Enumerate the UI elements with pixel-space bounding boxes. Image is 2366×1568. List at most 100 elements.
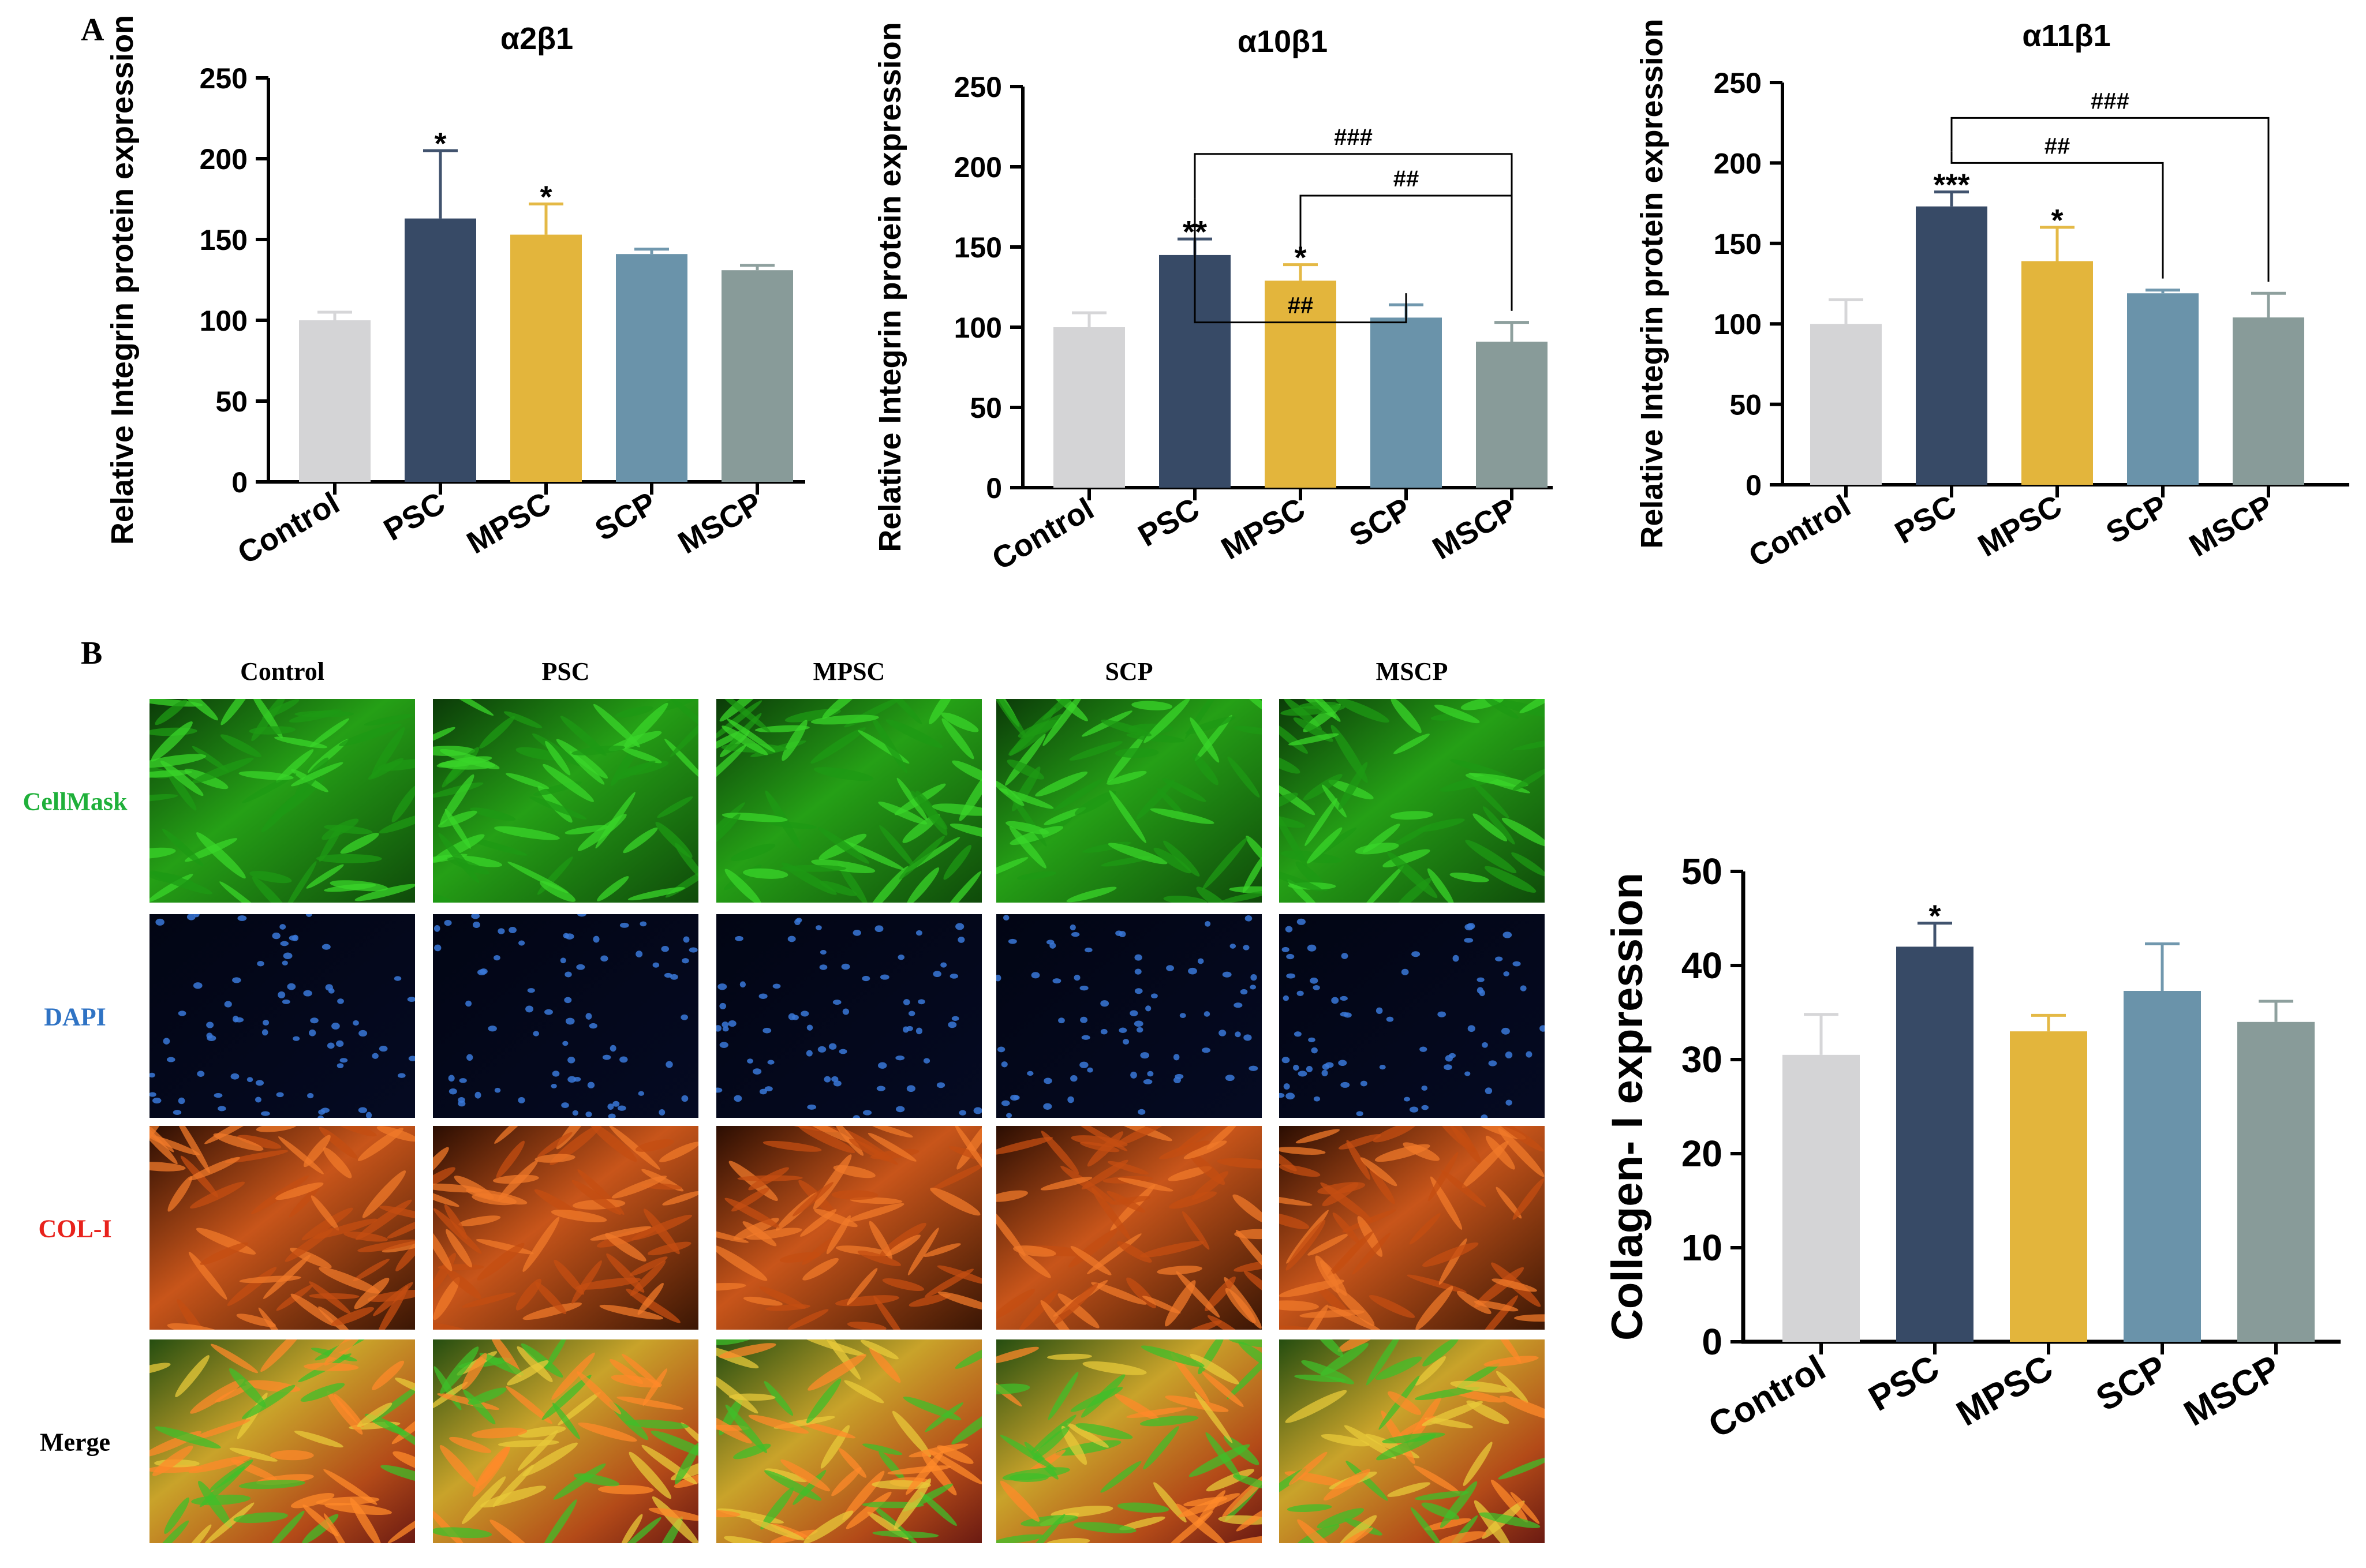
chart1-bar-control: [1053, 327, 1125, 488]
chart1-significance-mpsc: *: [1294, 241, 1306, 275]
chart0-x-label-control: Control: [232, 485, 345, 571]
chart2-bar-scp: [2127, 293, 2199, 485]
chart1-y-tick-label: 100: [954, 312, 1002, 344]
chart2-y-tick-label: 100: [1714, 308, 1762, 340]
chart0-x-label-scp: SCP: [589, 485, 662, 547]
integrin-a2b1-chart: α2β1 Relative Integrin protein expression…: [105, 15, 805, 571]
chart1-bar-scp: [1370, 317, 1442, 488]
chart2-y-tick-label: 250: [1714, 67, 1762, 99]
chart1-y-tick-label: 150: [954, 231, 1002, 264]
panel-a-label: A: [81, 12, 104, 48]
micrograph-row-label-cellmask: CellMask: [23, 788, 128, 816]
chart2-significance-mpsc: *: [2051, 203, 2063, 238]
micrograph-col-i-mpsc: [715, 1125, 983, 1331]
chart2-title: α11β1: [2022, 18, 2110, 53]
chart2-bar-mpsc: [2021, 261, 2093, 485]
chart2-x-label-scp: SCP: [2100, 488, 2173, 550]
chart3-bar-mscp: [2237, 1021, 2315, 1342]
micrograph-dapi-psc: [432, 913, 700, 1119]
micrograph-cellmask-mscp: [1278, 698, 1546, 904]
chart1-bracket-1-3: [1194, 199, 1407, 324]
chart2-bracket-label-1-4: ###: [2091, 88, 2129, 114]
micrograph-col-i-psc: [432, 1125, 700, 1331]
integrin-a11b1-chart: α11β1 Relative Integrin protein expressio…: [1635, 18, 2349, 574]
chart3-bar-scp: [2124, 991, 2201, 1342]
micrograph-cellmask-control: [148, 698, 416, 904]
chart3-x-label-scp: SCP: [2090, 1348, 2173, 1419]
chart2-bar-control: [1810, 324, 1882, 485]
chart1-y-tick-label: 250: [954, 71, 1002, 103]
micrograph-dapi-mscp: [1278, 913, 1546, 1119]
chart3-bar-mpsc: [2010, 1031, 2087, 1342]
micrograph-merge-mpsc: [715, 1338, 983, 1544]
micrograph-cellmask-scp: [995, 698, 1263, 904]
chart3-y-tick-label: 30: [1681, 1039, 1722, 1080]
chart1-y-tick-label: 0: [986, 472, 1002, 504]
chart1-y-tick-label: 200: [954, 151, 1002, 184]
chart0-x-label-psc: PSC: [378, 485, 451, 547]
chart3-bar-control: [1782, 1054, 1860, 1342]
chart3-y-tick-label: 0: [1702, 1321, 1722, 1363]
chart2-bar-psc: [1916, 206, 1987, 485]
chart0-significance-psc: *: [434, 126, 446, 161]
chart2-significance-psc: ***: [1933, 168, 1969, 203]
chart0-bar-mpsc: [510, 234, 582, 482]
micrograph-cellmask-psc: [432, 698, 700, 904]
micrograph-col-header-control: Control: [240, 657, 324, 686]
integrin-a10b1-chart: α10β1 Relative Integrin protein expressio…: [873, 22, 1553, 577]
micrograph-col-header-scp: SCP: [1105, 657, 1153, 686]
chart2-bar-mscp: [2233, 317, 2304, 485]
chart0-y-tick-label: 50: [215, 386, 248, 418]
panel-b-label: B: [81, 635, 102, 671]
chart3-y-tick-label: 10: [1681, 1227, 1722, 1268]
micrograph-merge-scp: [995, 1338, 1263, 1544]
chart1-bar-mpsc: [1265, 280, 1336, 488]
micrograph-col-i-mscp: [1278, 1125, 1546, 1331]
micrograph-cellmask-mpsc: [715, 698, 983, 904]
micrograph-col-header-mscp: MSCP: [1376, 657, 1448, 686]
chart1-bar-mscp: [1476, 342, 1548, 488]
chart3-y-tick-label: 50: [1681, 851, 1722, 892]
chart0-x-label-mscp: MSCP: [672, 485, 768, 560]
chart2-y-axis-title: Relative Integrin protein expression: [1635, 18, 1669, 548]
chart2-bracket-1-3: [1950, 151, 2164, 279]
chart1-x-label-psc: PSC: [1132, 491, 1205, 553]
chart3-x-label-mpsc: MPSC: [1950, 1348, 2059, 1434]
chart3-x-label-mscp: MSCP: [2177, 1348, 2287, 1434]
micrograph-row-label-dapi: DAPI: [44, 1003, 106, 1031]
chart1-x-label-mpsc: MPSC: [1216, 491, 1311, 566]
chart0-y-tick-label: 200: [200, 143, 248, 175]
chart1-x-label-scp: SCP: [1344, 491, 1416, 553]
chart0-y-tick-label: 150: [200, 224, 248, 256]
chart2-x-label-mpsc: MPSC: [1972, 488, 2068, 563]
collagen-i-chart: Collagen- I expression01020304050Control…: [1603, 851, 2341, 1446]
chart1-y-axis-title: Relative Integrin protein expression: [873, 22, 907, 552]
chart3-y-tick-label: 40: [1681, 945, 1722, 986]
chart0-y-tick-label: 0: [231, 466, 248, 499]
micrograph-col-header-psc: PSC: [541, 657, 589, 686]
chart3-y-axis-title: Collagen- I expression: [1603, 873, 1652, 1341]
micrograph-row-label-merge: Merge: [40, 1428, 110, 1457]
chart1-x-label-control: Control: [986, 491, 1100, 577]
micrograph-dapi-control: [148, 913, 416, 1119]
chart3-x-label-psc: PSC: [1862, 1348, 1946, 1419]
micrograph-row-label-col-i: COL-I: [38, 1215, 111, 1243]
chart0-title: α2β1: [500, 21, 573, 56]
micrograph-col-i-scp: [995, 1125, 1263, 1331]
micrograph-col-i-control: [148, 1125, 416, 1331]
chart1-y-tick-label: 50: [970, 392, 1002, 424]
chart0-bar-control: [299, 320, 371, 482]
chart0-bar-psc: [405, 218, 476, 482]
chart1-bracket-1-4: [1194, 153, 1513, 311]
micrograph-col-header-mpsc: MPSC: [813, 657, 885, 686]
micrograph-merge-psc: [432, 1338, 700, 1544]
chart2-bracket-1-4: [1950, 117, 2270, 282]
chart1-bracket-label-1-3: ##: [1288, 293, 1314, 319]
chart3-y-tick-label: 20: [1681, 1133, 1722, 1174]
chart3-significance-psc: *: [1928, 899, 1941, 934]
chart2-y-tick-label: 200: [1714, 147, 1762, 179]
chart2-y-tick-label: 150: [1714, 228, 1762, 260]
chart0-y-tick-label: 250: [200, 62, 248, 95]
